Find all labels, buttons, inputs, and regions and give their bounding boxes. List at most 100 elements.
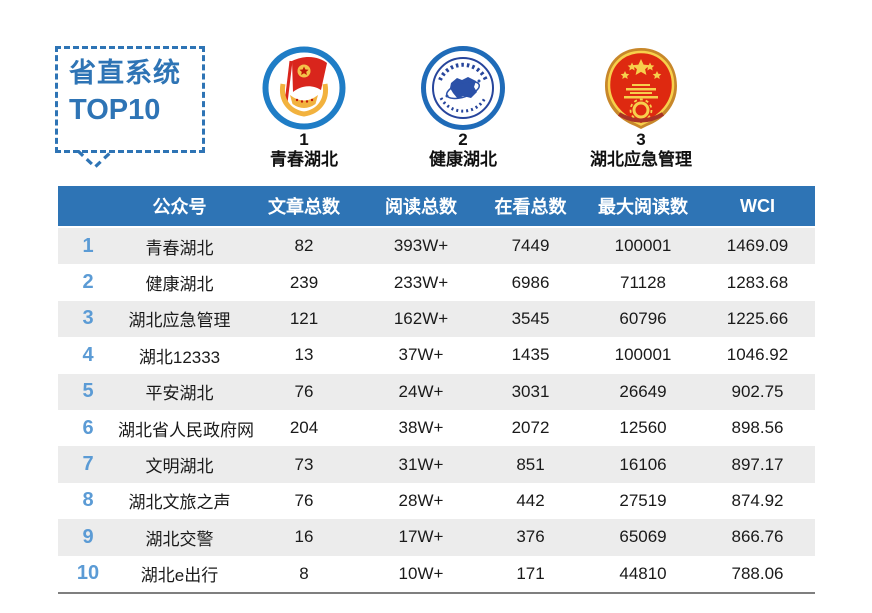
podium-rank-2: 2 <box>458 130 468 149</box>
wci-value: 897.17 <box>731 454 784 474</box>
national-emblem-icon <box>605 48 677 129</box>
communist-youth-league-logo-icon <box>262 46 346 130</box>
wci-value: 866.76 <box>731 527 784 547</box>
rank-number: 2 <box>82 271 94 294</box>
views-count: 6986 <box>511 272 550 292</box>
wci-value: 874.92 <box>731 490 784 510</box>
rank-number: 4 <box>82 343 94 366</box>
views-count: 442 <box>516 490 545 510</box>
table-row: 9 湖北交警 16 17W+ 376 65069 866.76 <box>58 519 815 556</box>
table-row: 2 健康湖北 239 233W+ 6986 71128 1283.68 <box>58 264 815 301</box>
reads-column-header: 阅读总数 <box>385 197 457 217</box>
account-name: 湖北12333 <box>138 347 221 367</box>
table-row: 7 文明湖北 73 31W+ 851 16106 897.17 <box>58 446 815 483</box>
reads-count: 17W+ <box>398 527 444 547</box>
podium-name-1: 青春湖北 <box>270 150 338 169</box>
articles-column-header: 文章总数 <box>268 197 340 217</box>
rank-number: 6 <box>82 416 94 439</box>
reads-count: 37W+ <box>398 345 444 365</box>
badge-subtitle: TOP10 <box>69 94 161 126</box>
rank-number: 10 <box>76 562 100 585</box>
max-reads-count: 44810 <box>619 563 667 583</box>
podium-item-3: 3 湖北应急管理 <box>590 46 692 169</box>
articles-count: 239 <box>289 272 319 292</box>
wci-value: 1469.09 <box>726 236 789 256</box>
podium-item-1: 1 青春湖北 <box>262 46 346 169</box>
wci-value: 898.56 <box>731 418 784 438</box>
max-reads-count: 100001 <box>614 345 672 365</box>
podium-item-2: 2 健康湖北 <box>421 46 505 169</box>
reads-count: 162W+ <box>393 308 449 328</box>
views-count: 851 <box>516 454 545 474</box>
rank-number: 5 <box>82 380 94 403</box>
table-row: 10 湖北e出行 8 10W+ 171 44810 788.06 <box>58 555 815 592</box>
max-reads-count: 26649 <box>619 381 667 401</box>
articles-count: 13 <box>294 345 314 365</box>
views-count: 3545 <box>511 308 550 328</box>
account-name: 平安湖北 <box>145 384 214 404</box>
rank-number: 3 <box>82 307 94 330</box>
reads-count: 10W+ <box>398 563 444 583</box>
podium-name-2: 健康湖北 <box>429 150 497 169</box>
rank-number: 9 <box>82 525 94 548</box>
reads-count: 233W+ <box>393 272 449 292</box>
reads-count: 38W+ <box>398 418 444 438</box>
table-body: 1 青春湖北 82 393W+ 7449 100001 1469.09 2 健康… <box>58 228 815 594</box>
wci-value: 902.75 <box>731 381 784 401</box>
reads-count: 31W+ <box>398 454 444 474</box>
top10-badge: 省直系统 TOP10 <box>55 46 205 153</box>
table-row: 5 平安湖北 76 24W+ 3031 26649 902.75 <box>58 373 815 410</box>
max-reads-count: 71128 <box>619 272 666 292</box>
table-row: 1 青春湖北 82 393W+ 7449 100001 1469.09 <box>58 228 815 265</box>
badge-title: 省直系统 <box>69 58 181 88</box>
max-reads-count: 65069 <box>619 527 667 547</box>
views-count: 7449 <box>511 236 550 256</box>
account-name: 湖北交警 <box>145 529 214 549</box>
table-row: 3 湖北应急管理 121 162W+ 3545 60796 1225.66 <box>58 300 815 338</box>
badge-tail-icon <box>76 150 114 170</box>
account-name: 健康湖北 <box>145 275 214 295</box>
wci-value: 1283.68 <box>726 272 789 292</box>
account-name: 湖北e出行 <box>140 566 219 586</box>
reads-count: 393W+ <box>393 236 449 256</box>
views-count: 3031 <box>511 381 550 401</box>
rank-number: 7 <box>82 453 94 476</box>
max-reads-count: 60796 <box>619 308 667 328</box>
articles-count: 76 <box>294 381 314 401</box>
health-commission-seal-icon <box>421 46 505 130</box>
account-name: 青春湖北 <box>145 238 214 258</box>
articles-count: 73 <box>294 454 314 474</box>
account-name: 湖北应急管理 <box>128 311 231 331</box>
rank-number: 1 <box>82 234 94 257</box>
max-reads-count: 27519 <box>619 490 667 510</box>
account-column-header: 公众号 <box>152 197 207 217</box>
views-column-header: 在看总数 <box>494 197 567 217</box>
max-reads-column-header: 最大阅读数 <box>598 197 688 217</box>
articles-count: 204 <box>289 418 319 438</box>
rank-number: 8 <box>82 489 94 512</box>
account-name: 文明湖北 <box>145 457 214 477</box>
max-reads-count: 12560 <box>619 418 667 438</box>
table-row: 4 湖北12333 13 37W+ 1435 100001 1046.92 <box>58 337 815 374</box>
reads-count: 24W+ <box>398 381 444 401</box>
articles-count: 76 <box>294 490 314 510</box>
ranking-table: 公众号 文章总数 阅读总数 在看总数 最大阅读数 WCI 1 青春湖北 82 3… <box>58 186 815 594</box>
account-name: 湖北文旅之声 <box>128 493 231 513</box>
articles-count: 16 <box>294 527 314 547</box>
table-row: 8 湖北文旅之声 76 28W+ 442 27519 874.92 <box>58 482 815 520</box>
table-row: 6 湖北省人民政府网 204 38W+ 2072 12560 898.56 <box>58 409 815 447</box>
max-reads-count: 16106 <box>619 454 667 474</box>
podium-rank-3: 3 <box>636 130 646 149</box>
table-header-row: 公众号 文章总数 阅读总数 在看总数 最大阅读数 WCI <box>58 186 815 228</box>
account-name: 湖北省人民政府网 <box>118 420 254 440</box>
articles-count: 82 <box>294 236 314 256</box>
wci-value: 1225.66 <box>726 308 789 328</box>
podium-rank-1: 1 <box>299 130 309 149</box>
articles-count: 8 <box>299 563 309 583</box>
views-count: 1435 <box>511 345 550 365</box>
views-count: 376 <box>516 527 545 547</box>
podium-name-3: 湖北应急管理 <box>590 150 692 169</box>
articles-count: 121 <box>289 308 319 328</box>
wci-column-header: WCI <box>740 195 775 216</box>
